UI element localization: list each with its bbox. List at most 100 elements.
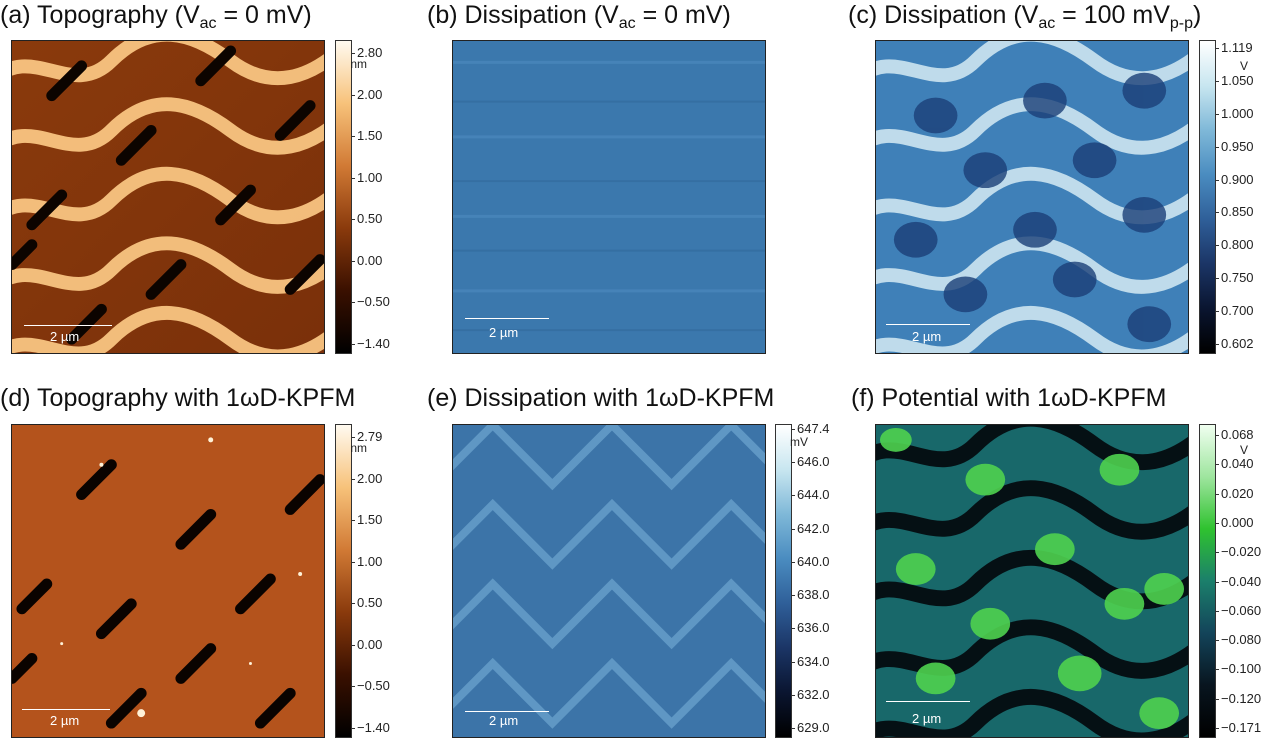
colorbar-tick-label: 1.00 <box>357 553 383 569</box>
colorbar-tick-label: 644.0 <box>797 487 830 503</box>
scale-label: 2 µm <box>489 713 519 728</box>
colorbar-tick <box>791 495 795 497</box>
scale-label: 2 µm <box>489 325 519 340</box>
colorbar-tick-label: −0.020 <box>1221 544 1262 560</box>
colorbar-tick-label: 0.700 <box>1221 303 1254 319</box>
colorbar-tick-label: −0.100 <box>1221 661 1262 677</box>
colorbar-tick <box>351 344 355 345</box>
scale-label: 2 µm <box>50 329 80 344</box>
panel-a-unit: nm <box>350 57 367 71</box>
colorbar-tick-label: 2.00 <box>357 86 383 102</box>
colorbar-tick <box>1215 522 1219 524</box>
colorbar-tick <box>1215 212 1219 214</box>
panel-a-image: 2 µm <box>11 40 325 354</box>
colorbar-tick <box>1215 581 1219 583</box>
colorbar-tick-label: 1.119 <box>1221 40 1253 55</box>
colorbar-tick <box>791 595 795 597</box>
panel-f-image: 2 µm <box>875 424 1189 738</box>
colorbar-tick <box>351 561 355 563</box>
panel-e-colorbar <box>775 424 792 738</box>
colorbar-tick <box>791 728 795 729</box>
colorbar-tick <box>351 520 355 522</box>
panel-c-image: 2 µm <box>875 40 1189 354</box>
panel-c-unit: V <box>1239 59 1248 73</box>
colorbar-tick <box>1215 113 1219 115</box>
colorbar-tick-label: 634.0 <box>797 653 830 669</box>
colorbar-tick <box>791 561 795 563</box>
scale-label: 2 µm <box>50 713 80 728</box>
colorbar-tick <box>1215 311 1219 313</box>
colorbar-tick-label: 0.50 <box>357 211 383 227</box>
colorbar-tick-label: −0.120 <box>1221 690 1262 706</box>
colorbar-tick-label: 2.00 <box>357 470 383 486</box>
colorbar-tick-label: −1.40 <box>357 720 390 735</box>
colorbar-tick <box>351 94 355 96</box>
colorbar-tick <box>1215 728 1219 729</box>
scale-bar <box>465 318 549 319</box>
colorbar-tick <box>351 219 355 221</box>
colorbar-tick-label: 0.850 <box>1221 204 1254 220</box>
colorbar-tick-label: 1.050 <box>1221 72 1254 88</box>
colorbar-tick <box>791 661 795 663</box>
colorbar-tick <box>1215 493 1219 495</box>
colorbar-tick-label: 0.00 <box>357 252 383 268</box>
panel-a-colorbar <box>335 40 352 354</box>
colorbar-tick <box>351 437 355 438</box>
colorbar-tick-label: 2.80 <box>357 45 383 60</box>
scale-label: 2 µm <box>912 711 942 726</box>
colorbar-tick-label: 2.79 <box>357 429 383 444</box>
colorbar-tick-label: 0.000 <box>1221 514 1254 530</box>
colorbar-tick-label: 0.068 <box>1221 427 1254 442</box>
colorbar-tick-label: −0.060 <box>1221 602 1262 618</box>
colorbar-tick-label: 1.00 <box>357 169 383 185</box>
colorbar-tick-label: 638.0 <box>797 587 830 603</box>
colorbar-tick-label: 1.50 <box>357 512 383 528</box>
scale-bar <box>886 701 970 702</box>
colorbar-tick <box>351 302 355 304</box>
panel-e-title: (e) Dissipation with 1ωD-KPFM <box>427 384 775 412</box>
scale-label: 2 µm <box>912 329 942 344</box>
colorbar-tick <box>1215 344 1219 345</box>
panel-b-image: 2 µm <box>452 40 766 354</box>
colorbar-tick-label: −1.40 <box>357 336 390 351</box>
panel-f-title: (f) Potential with 1ωD-KPFM <box>851 384 1167 412</box>
colorbar-tick-label: −0.171 <box>1221 720 1262 735</box>
colorbar-tick <box>791 628 795 630</box>
colorbar-tick-label: 0.950 <box>1221 138 1254 154</box>
colorbar-tick-label: −0.50 <box>357 294 390 310</box>
colorbar-tick <box>1215 698 1219 700</box>
panel-d-title: (d) Topography with 1ωD-KPFM <box>0 384 356 412</box>
colorbar-tick-label: 0.040 <box>1221 456 1254 472</box>
panel-f-colorbar <box>1199 424 1216 738</box>
colorbar-tick <box>351 53 355 54</box>
colorbar-tick-label: 1.50 <box>357 128 383 144</box>
colorbar-tick <box>1215 245 1219 247</box>
colorbar-tick <box>351 603 355 605</box>
colorbar-tick <box>1215 464 1219 466</box>
colorbar-tick <box>791 429 795 430</box>
colorbar-tick-label: 0.602 <box>1221 336 1254 351</box>
panel-d-image: 2 µm <box>11 424 325 738</box>
panel-c-colorbar <box>1199 40 1216 354</box>
colorbar-tick <box>1215 610 1219 612</box>
colorbar-tick-label: 642.0 <box>797 520 830 536</box>
colorbar-tick-label: 629.0 <box>797 720 830 735</box>
colorbar-tick-label: 640.0 <box>797 553 830 569</box>
colorbar-tick <box>351 644 355 646</box>
colorbar-tick <box>351 728 355 729</box>
colorbar-tick-label: 0.800 <box>1221 237 1254 253</box>
colorbar-tick <box>1215 669 1219 671</box>
colorbar-tick <box>1215 146 1219 148</box>
colorbar-tick-label: 1.000 <box>1221 105 1254 121</box>
colorbar-tick-label: 0.900 <box>1221 171 1254 187</box>
colorbar-tick-label: 636.0 <box>797 620 830 636</box>
colorbar-tick <box>791 528 795 530</box>
panel-e-unit: mV <box>790 435 808 449</box>
panel-d-unit: nm <box>350 441 367 455</box>
panel-c-title: (c) Dissipation (Vac = 100 mVp-p) <box>848 1 1202 32</box>
colorbar-tick-label: 0.020 <box>1221 485 1254 501</box>
colorbar-tick <box>351 260 355 262</box>
colorbar-tick <box>1215 640 1219 642</box>
colorbar-tick-label: 646.0 <box>797 454 830 470</box>
colorbar-tick <box>791 462 795 464</box>
